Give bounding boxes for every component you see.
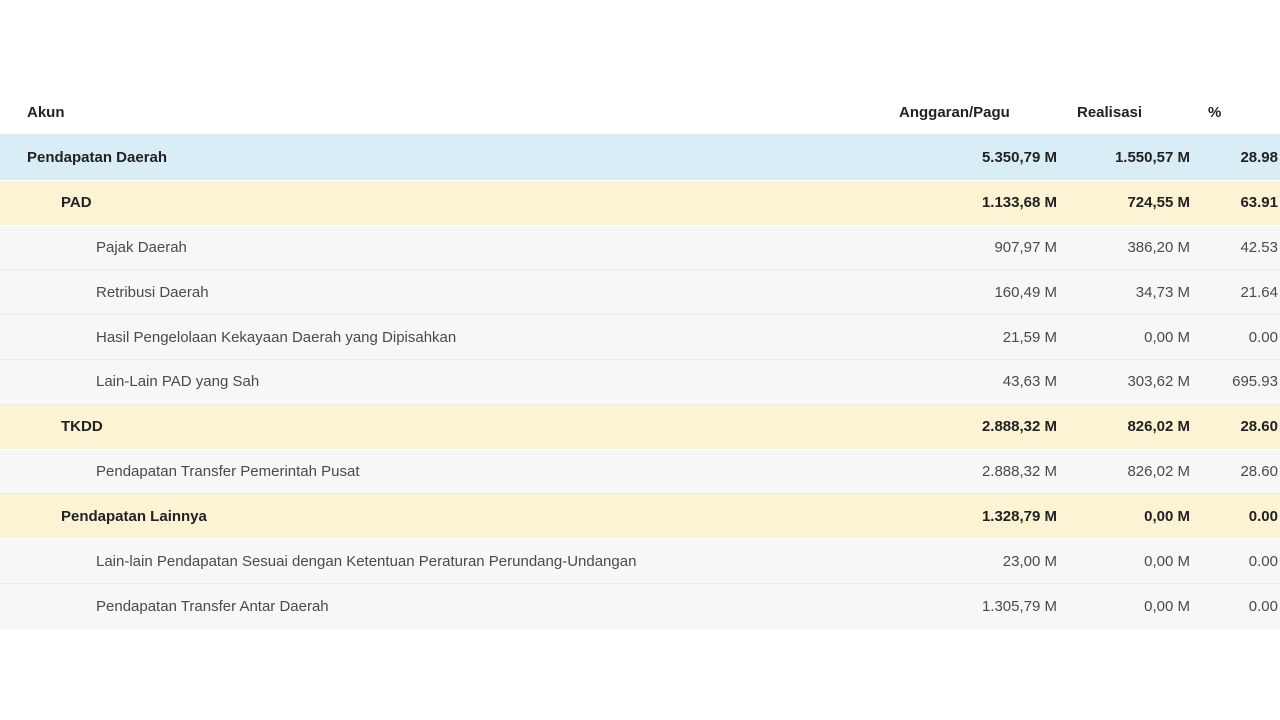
row-akun: Pendapatan Transfer Antar Daerah: [96, 597, 329, 615]
row-persen: 28.98: [1240, 149, 1278, 167]
row-akun: PAD: [61, 194, 92, 212]
row-anggaran: 160,49 M: [994, 283, 1057, 301]
row-realisasi: 34,73 M: [1135, 283, 1190, 301]
row-realisasi: 303,62 M: [1127, 373, 1190, 391]
table-row[interactable]: Pendapatan Daerah 5.350,79 M 1.550,57 M …: [0, 136, 1280, 181]
table-row[interactable]: Retribusi Daerah 160,49 M 34,73 M 21.64: [0, 270, 1280, 316]
row-realisasi: 826,02 M: [1127, 418, 1190, 436]
row-akun: Retribusi Daerah: [96, 283, 209, 301]
row-persen: 28.60: [1240, 462, 1278, 480]
row-akun: Hasil Pengelolaan Kekayaan Daerah yang D…: [96, 328, 457, 346]
table-row[interactable]: TKDD 2.888,32 M 826,02 M 28.60: [0, 404, 1280, 450]
revenue-table: Akun Anggaran/Pagu Realisasi % Pendapata…: [0, 90, 1280, 629]
row-anggaran: 1.133,68 M: [981, 194, 1057, 212]
row-anggaran: 907,97 M: [994, 238, 1057, 256]
row-anggaran: 43,63 M: [1002, 373, 1057, 391]
row-persen: 0.00: [1248, 328, 1278, 346]
table-row[interactable]: Lain-lain Pendapatan Sesuai dengan Keten…: [0, 539, 1280, 584]
row-persen: 0.00: [1248, 507, 1278, 525]
table-row[interactable]: Hasil Pengelolaan Kekayaan Daerah yang D…: [0, 315, 1280, 360]
row-persen: 63.91: [1240, 194, 1278, 212]
header-anggaran[interactable]: Anggaran/Pagu: [899, 103, 1010, 121]
table-header: Akun Anggaran/Pagu Realisasi %: [0, 90, 1280, 136]
row-realisasi: 1.550,57 M: [1114, 149, 1190, 167]
header-akun[interactable]: Akun: [27, 103, 65, 121]
row-anggaran: 2.888,32 M: [981, 418, 1057, 436]
header-persen[interactable]: %: [1208, 103, 1222, 121]
row-anggaran: 21,59 M: [1002, 328, 1057, 346]
row-realisasi: 0,00 M: [1144, 328, 1190, 346]
row-akun: Pendapatan Transfer Pemerintah Pusat: [96, 462, 360, 480]
table-row[interactable]: PAD 1.133,68 M 724,55 M 63.91: [0, 180, 1280, 226]
row-realisasi: 386,20 M: [1127, 238, 1190, 256]
row-akun: Pajak Daerah: [96, 238, 187, 256]
row-realisasi: 0,00 M: [1144, 552, 1190, 570]
table-row[interactable]: Lain-Lain PAD yang Sah 43,63 M 303,62 M …: [0, 359, 1280, 405]
row-persen: 0.00: [1248, 597, 1278, 615]
row-persen: 28.60: [1240, 418, 1278, 436]
row-realisasi: 0,00 M: [1144, 507, 1190, 525]
row-akun: Pendapatan Daerah: [27, 149, 168, 167]
row-anggaran: 1.305,79 M: [981, 597, 1057, 615]
table-row[interactable]: Pajak Daerah 907,97 M 386,20 M 42.53: [0, 225, 1280, 271]
row-anggaran: 5.350,79 M: [981, 149, 1057, 167]
header-realisasi[interactable]: Realisasi: [1077, 103, 1143, 121]
table-row[interactable]: Pendapatan Transfer Pemerintah Pusat 2.8…: [0, 449, 1280, 495]
row-persen: 21.64: [1240, 283, 1278, 301]
row-persen: 42.53: [1240, 238, 1278, 256]
table-row[interactable]: Pendapatan Lainnya 1.328,79 M 0,00 M 0.0…: [0, 494, 1280, 540]
row-anggaran: 2.888,32 M: [981, 462, 1057, 480]
row-persen: 0.00: [1248, 552, 1278, 570]
row-realisasi: 724,55 M: [1127, 194, 1190, 212]
row-akun: TKDD: [61, 418, 103, 436]
row-akun: Pendapatan Lainnya: [61, 507, 207, 525]
row-akun: Lain-Lain PAD yang Sah: [96, 373, 260, 391]
row-persen: 695.93: [1232, 373, 1278, 391]
row-realisasi: 0,00 M: [1144, 597, 1190, 615]
row-anggaran: 23,00 M: [1002, 552, 1057, 570]
row-realisasi: 826,02 M: [1127, 462, 1190, 480]
row-akun: Lain-lain Pendapatan Sesuai dengan Keten…: [96, 552, 637, 570]
row-anggaran: 1.328,79 M: [981, 507, 1057, 525]
table-row[interactable]: Pendapatan Transfer Antar Daerah 1.305,7…: [0, 583, 1280, 629]
